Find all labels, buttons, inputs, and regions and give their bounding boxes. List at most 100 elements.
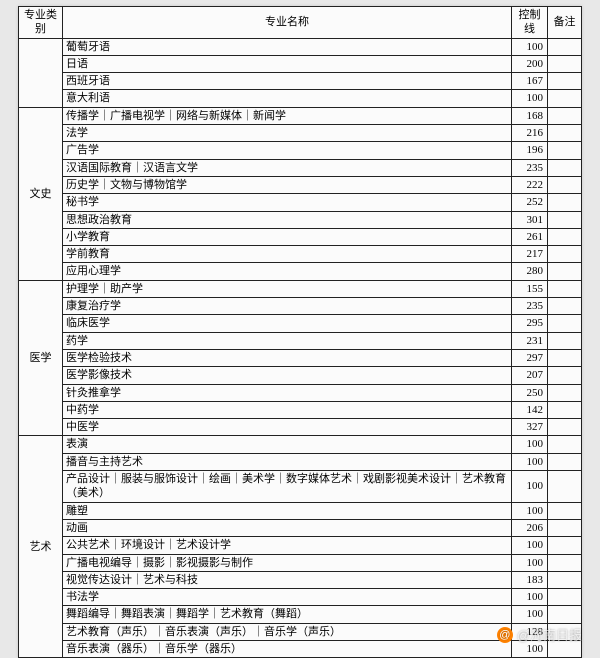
major-name-cell: 中药学 <box>63 401 512 418</box>
weibo-watermark: @ @河南日报 <box>497 625 582 644</box>
score-cell: 206 <box>512 519 548 536</box>
watermark-text: @河南日报 <box>517 625 582 644</box>
table-row: 法学216 <box>19 125 582 142</box>
major-name-cell: 小学教育 <box>63 228 512 245</box>
table-row: 书法学100 <box>19 589 582 606</box>
score-cell: 207 <box>512 367 548 384</box>
table-row: 艺术表演100 <box>19 436 582 453</box>
major-name-cell: 舞蹈编导｜舞蹈表演｜舞蹈学｜艺术教育（舞蹈） <box>63 606 512 623</box>
major-name-cell: 学前教育 <box>63 246 512 263</box>
score-cell: 235 <box>512 298 548 315</box>
note-cell <box>548 125 582 142</box>
score-table-sheet: 专业类别 专业名称 控制线 备注 葡萄牙语100日语200西班牙语167意大利语… <box>18 6 582 658</box>
major-name-cell: 康复治疗学 <box>63 298 512 315</box>
table-row: 视觉传达设计｜艺术与科技183 <box>19 571 582 588</box>
table-row: 产品设计｜服装与服饰设计｜绘画｜美术学｜数字媒体艺术｜戏剧影视美术设计｜艺术教育… <box>19 471 582 503</box>
score-cell: 200 <box>512 55 548 72</box>
score-cell: 295 <box>512 315 548 332</box>
major-name-cell: 西班牙语 <box>63 73 512 90</box>
table-row: 广播电视编导｜摄影｜影视摄影与制作100 <box>19 554 582 571</box>
header-note: 备注 <box>548 7 582 39</box>
major-name-cell: 音乐表演（器乐）｜音乐学（器乐） <box>63 640 512 657</box>
major-name-cell: 视觉传达设计｜艺术与科技 <box>63 571 512 588</box>
major-name-cell: 广告学 <box>63 142 512 159</box>
score-table: 专业类别 专业名称 控制线 备注 葡萄牙语100日语200西班牙语167意大利语… <box>18 6 582 658</box>
major-name-cell: 秘书学 <box>63 194 512 211</box>
major-name-cell: 产品设计｜服装与服饰设计｜绘画｜美术学｜数字媒体艺术｜戏剧影视美术设计｜艺术教育… <box>63 471 512 503</box>
note-cell <box>548 298 582 315</box>
score-cell: 100 <box>512 537 548 554</box>
note-cell <box>548 332 582 349</box>
note-cell <box>548 367 582 384</box>
note-cell <box>548 571 582 588</box>
table-header-row: 专业类别 专业名称 控制线 备注 <box>19 7 582 39</box>
major-name-cell: 针灸推拿学 <box>63 384 512 401</box>
score-cell: 168 <box>512 107 548 124</box>
note-cell <box>548 73 582 90</box>
major-name-cell: 公共艺术｜环境设计｜艺术设计学 <box>63 537 512 554</box>
major-name-cell: 播音与主持艺术 <box>63 453 512 470</box>
major-name-cell: 广播电视编导｜摄影｜影视摄影与制作 <box>63 554 512 571</box>
note-cell <box>548 537 582 554</box>
score-cell: 100 <box>512 554 548 571</box>
note-cell <box>548 159 582 176</box>
major-name-cell: 葡萄牙语 <box>63 38 512 55</box>
note-cell <box>548 401 582 418</box>
score-cell: 100 <box>512 606 548 623</box>
table-row: 西班牙语167 <box>19 73 582 90</box>
category-cell <box>19 38 63 107</box>
score-cell: 250 <box>512 384 548 401</box>
major-name-cell: 医学影像技术 <box>63 367 512 384</box>
table-row: 针灸推拿学250 <box>19 384 582 401</box>
score-cell: 100 <box>512 502 548 519</box>
major-name-cell: 医学检验技术 <box>63 349 512 366</box>
table-row: 中药学142 <box>19 401 582 418</box>
note-cell <box>548 107 582 124</box>
score-cell: 167 <box>512 73 548 90</box>
category-cell: 医学 <box>19 280 63 436</box>
table-row: 日语200 <box>19 55 582 72</box>
table-row: 文史传播学｜广播电视学｜网络与新媒体｜新闻学168 <box>19 107 582 124</box>
weibo-icon: @ <box>497 627 513 643</box>
table-row: 公共艺术｜环境设计｜艺术设计学100 <box>19 537 582 554</box>
note-cell <box>548 246 582 263</box>
score-cell: 222 <box>512 176 548 193</box>
score-cell: 235 <box>512 159 548 176</box>
major-name-cell: 书法学 <box>63 589 512 606</box>
note-cell <box>548 471 582 503</box>
score-cell: 100 <box>512 38 548 55</box>
note-cell <box>548 554 582 571</box>
table-row: 历史学｜文物与博物馆学222 <box>19 176 582 193</box>
major-name-cell: 临床医学 <box>63 315 512 332</box>
major-name-cell: 雕塑 <box>63 502 512 519</box>
header-name: 专业名称 <box>63 7 512 39</box>
table-row: 汉语国际教育｜汉语言文学235 <box>19 159 582 176</box>
table-row: 学前教育217 <box>19 246 582 263</box>
note-cell <box>548 419 582 436</box>
major-name-cell: 中医学 <box>63 419 512 436</box>
note-cell <box>548 90 582 107</box>
table-row: 康复治疗学235 <box>19 298 582 315</box>
note-cell <box>548 502 582 519</box>
major-name-cell: 汉语国际教育｜汉语言文学 <box>63 159 512 176</box>
major-name-cell: 护理学｜助产学 <box>63 280 512 297</box>
note-cell <box>548 315 582 332</box>
score-cell: 100 <box>512 589 548 606</box>
header-score: 控制线 <box>512 7 548 39</box>
note-cell <box>548 453 582 470</box>
major-name-cell: 法学 <box>63 125 512 142</box>
note-cell <box>548 194 582 211</box>
major-name-cell: 思想政治教育 <box>63 211 512 228</box>
score-cell: 196 <box>512 142 548 159</box>
score-cell: 100 <box>512 436 548 453</box>
note-cell <box>548 436 582 453</box>
score-cell: 301 <box>512 211 548 228</box>
major-name-cell: 传播学｜广播电视学｜网络与新媒体｜新闻学 <box>63 107 512 124</box>
table-row: 医学影像技术207 <box>19 367 582 384</box>
table-row: 思想政治教育301 <box>19 211 582 228</box>
table-row: 中医学327 <box>19 419 582 436</box>
note-cell <box>548 606 582 623</box>
major-name-cell: 历史学｜文物与博物馆学 <box>63 176 512 193</box>
table-row: 葡萄牙语100 <box>19 38 582 55</box>
score-cell: 183 <box>512 571 548 588</box>
